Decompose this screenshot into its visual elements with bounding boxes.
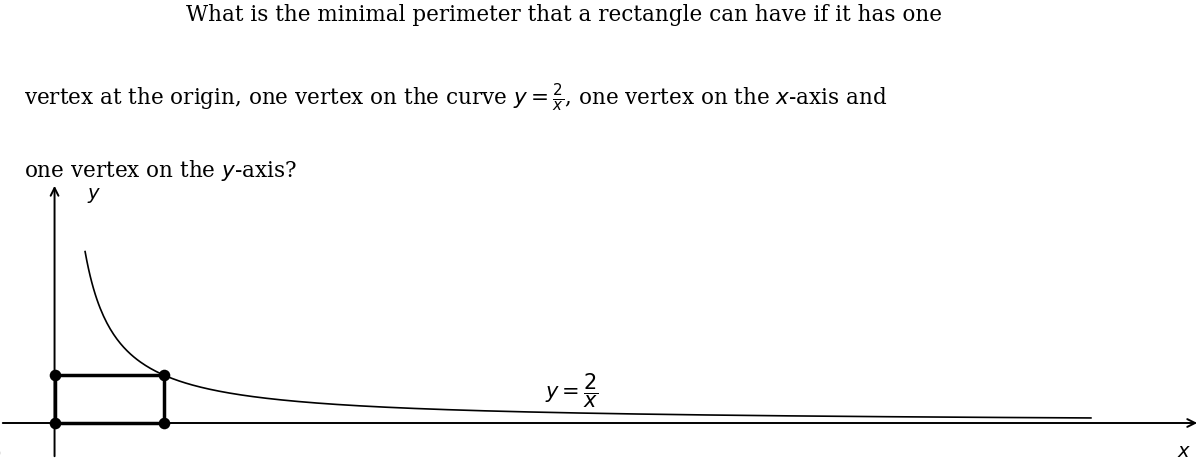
Text: vertex at the origin, one vertex on the curve $y = \frac{2}{x}$, one vertex on t: vertex at the origin, one vertex on the … [24, 81, 887, 113]
Text: $y = \dfrac{2}{x}$: $y = \dfrac{2}{x}$ [546, 370, 599, 409]
Text: $x$: $x$ [1176, 442, 1190, 459]
Text: one vertex on the $y$-axis?: one vertex on the $y$-axis? [24, 158, 296, 183]
Point [154, 420, 173, 427]
Text: What is the minimal perimeter that a rectangle can have if it has one: What is the minimal perimeter that a rec… [186, 4, 942, 26]
Point [154, 371, 173, 379]
Point [44, 371, 64, 379]
Point [44, 420, 64, 427]
Text: $y$: $y$ [88, 186, 102, 205]
